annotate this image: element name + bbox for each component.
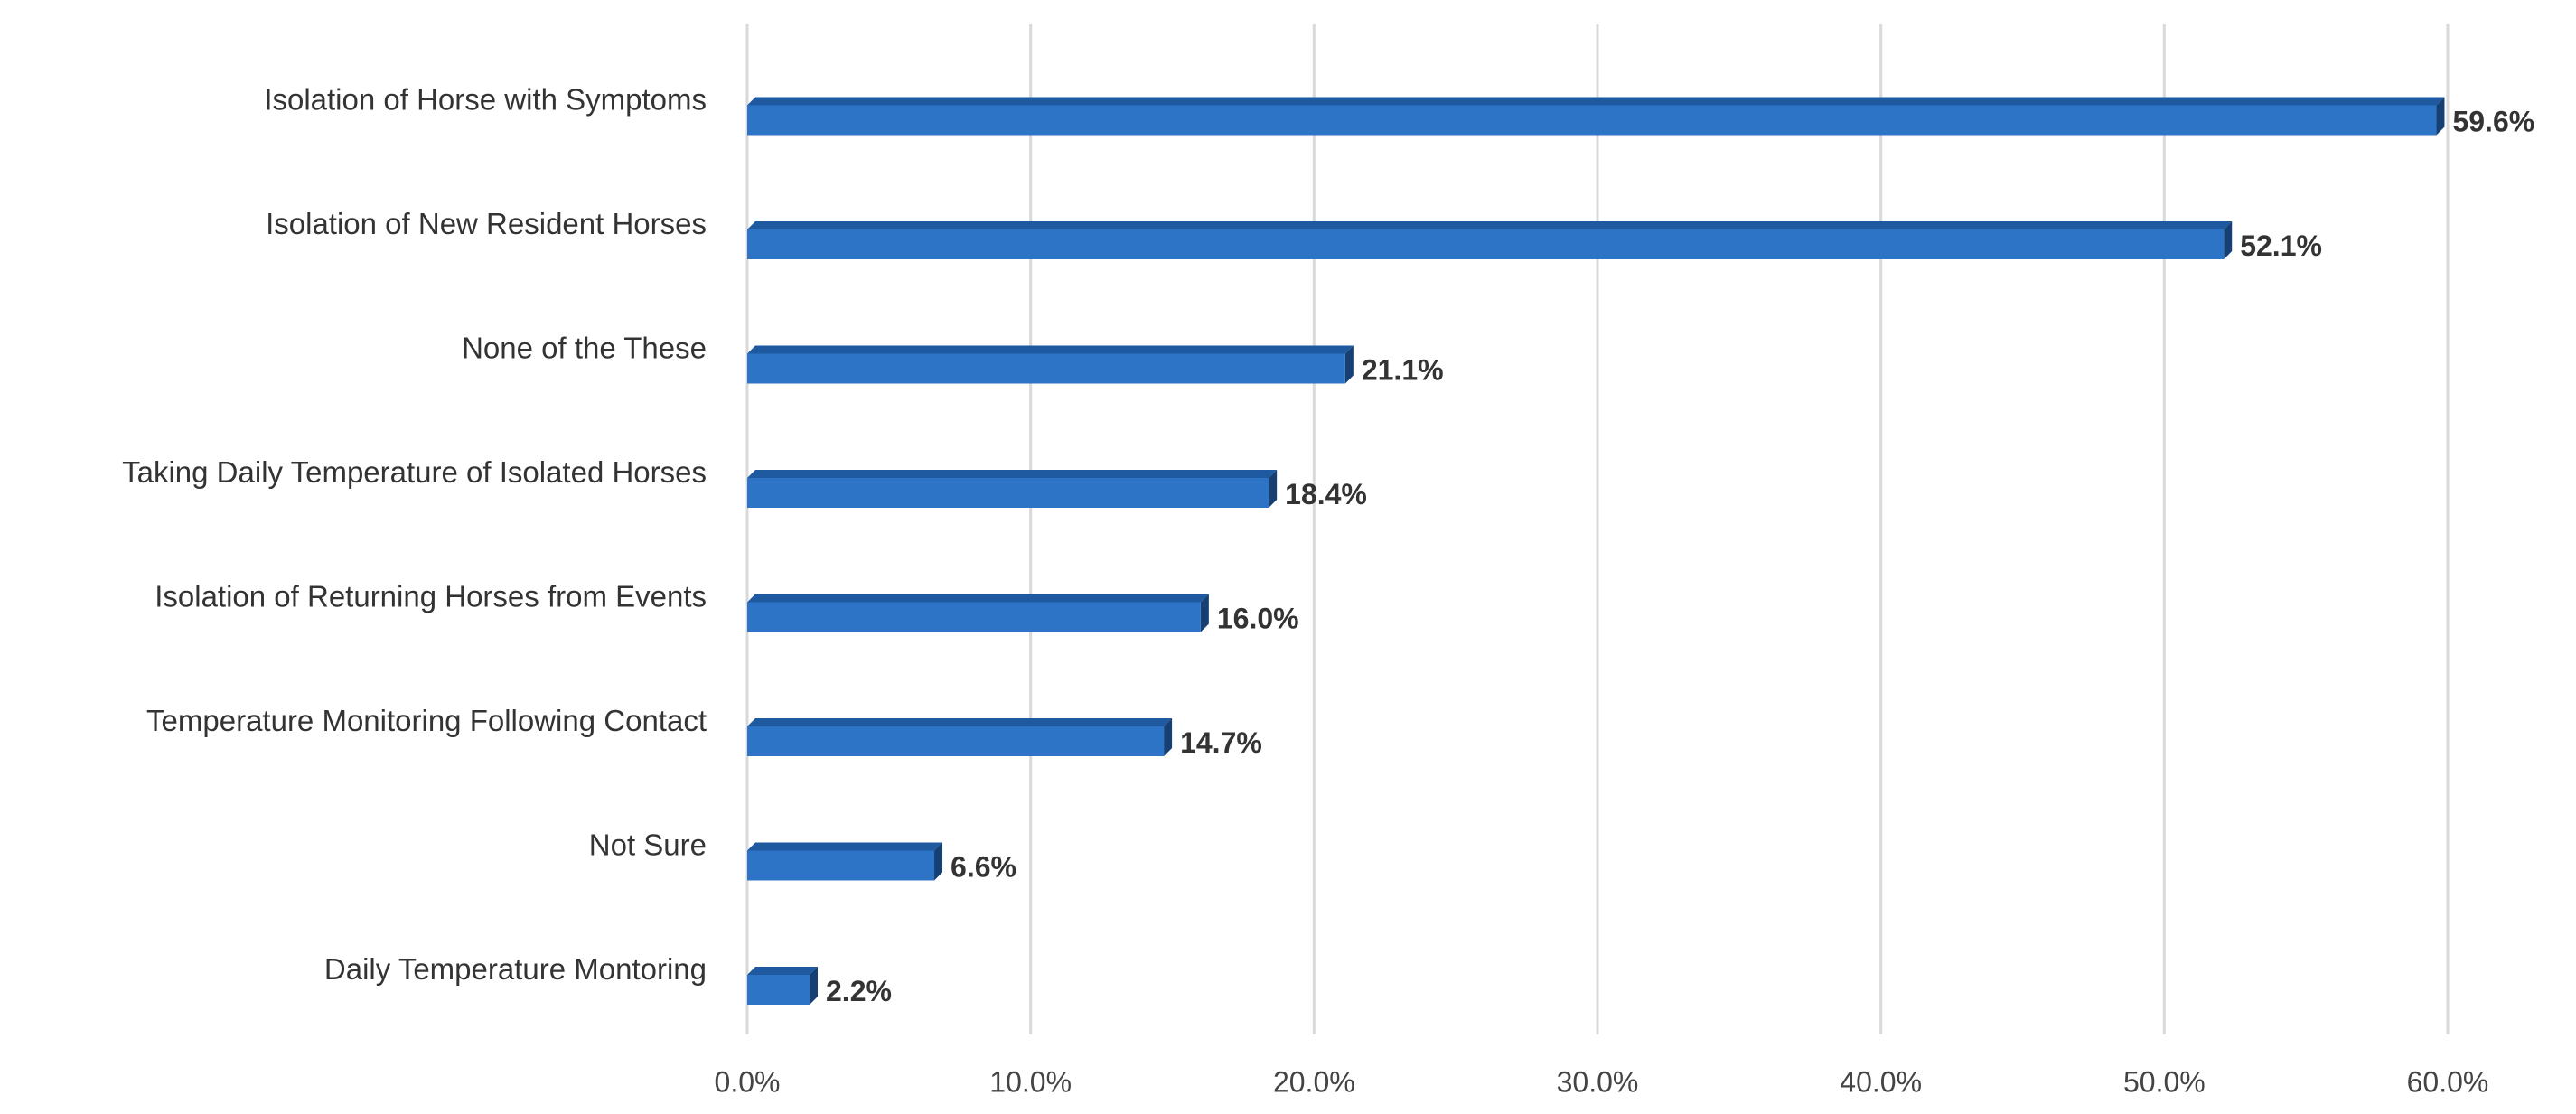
- bar-side: [1344, 345, 1354, 384]
- y-tick-label: Taking Daily Temperature of Isolated Hor…: [122, 455, 707, 489]
- x-tick-label: 20.0%: [1273, 1065, 1355, 1098]
- bar-top: [747, 470, 1278, 478]
- bar-top: [747, 718, 1173, 726]
- value-label: 6.6%: [951, 850, 1016, 883]
- y-tick-label: None of the These: [462, 332, 707, 365]
- bar: [747, 229, 2225, 259]
- x-tick-label: 60.0%: [2407, 1065, 2489, 1098]
- y-tick-label: Isolation of Returning Horses from Event…: [155, 580, 707, 613]
- y-tick-label: Isolation of New Resident Horses: [266, 207, 707, 240]
- value-label: 14.7%: [1180, 726, 1262, 759]
- bar: [747, 975, 810, 1005]
- y-tick-label: Not Sure: [589, 828, 707, 862]
- bar-top: [747, 594, 1209, 603]
- bar-top: [747, 221, 2233, 229]
- value-label: 2.2%: [826, 975, 892, 1007]
- bar-side: [2224, 221, 2233, 259]
- bar: [747, 726, 1165, 756]
- x-tick-label: 40.0%: [1840, 1065, 1922, 1098]
- bar-side: [1164, 718, 1173, 756]
- bar: [747, 105, 2437, 136]
- bar-side: [1269, 470, 1278, 508]
- bar-top: [747, 842, 943, 851]
- value-label: 18.4%: [1285, 478, 1367, 510]
- bar: [747, 850, 935, 881]
- x-tick-label: 0.0%: [715, 1065, 781, 1098]
- value-label: 52.1%: [2240, 229, 2322, 262]
- bar: [747, 602, 1201, 632]
- bar-side: [934, 842, 943, 881]
- bar: [747, 478, 1269, 508]
- bar-top: [747, 345, 1354, 354]
- bar-side: [2436, 97, 2445, 136]
- bar-side: [810, 967, 819, 1005]
- value-label: 16.0%: [1217, 602, 1299, 634]
- bar-top: [747, 967, 819, 975]
- y-tick-label: Temperature Monitoring Following Contact: [146, 704, 707, 737]
- value-label: 21.1%: [1362, 353, 1444, 386]
- value-label: 59.6%: [2452, 105, 2534, 137]
- bar-side: [1200, 594, 1209, 632]
- bar: [747, 353, 1345, 384]
- y-tick-label: Daily Temperature Montoring: [324, 952, 707, 986]
- x-tick-label: 10.0%: [989, 1065, 1072, 1098]
- x-tick-label: 50.0%: [2123, 1065, 2206, 1098]
- x-tick-label: 30.0%: [1557, 1065, 1639, 1098]
- y-tick-label: Isolation of Horse with Symptoms: [264, 83, 707, 117]
- bar-top: [747, 97, 2445, 106]
